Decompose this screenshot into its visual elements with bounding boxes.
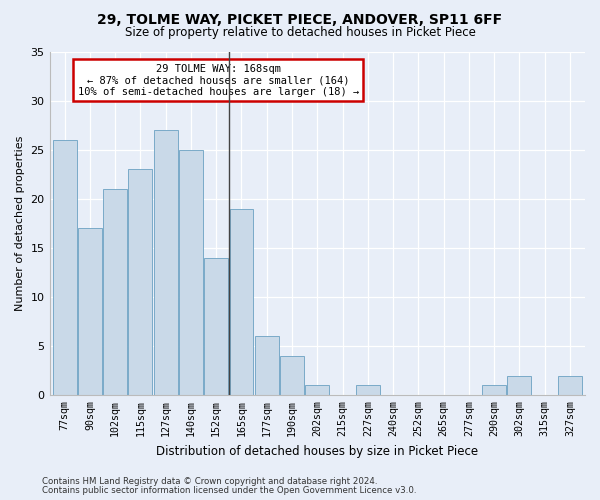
Text: 29, TOLME WAY, PICKET PIECE, ANDOVER, SP11 6FF: 29, TOLME WAY, PICKET PIECE, ANDOVER, SP… xyxy=(97,12,503,26)
X-axis label: Distribution of detached houses by size in Picket Piece: Distribution of detached houses by size … xyxy=(156,444,478,458)
Bar xyxy=(103,189,127,396)
Text: Contains HM Land Registry data © Crown copyright and database right 2024.: Contains HM Land Registry data © Crown c… xyxy=(42,477,377,486)
Bar xyxy=(305,386,329,396)
Y-axis label: Number of detached properties: Number of detached properties xyxy=(15,136,25,311)
Bar xyxy=(356,386,380,396)
Bar xyxy=(230,208,253,396)
Bar xyxy=(482,386,506,396)
Bar xyxy=(128,170,152,396)
Bar xyxy=(154,130,178,396)
Bar xyxy=(255,336,279,396)
Bar xyxy=(204,258,228,396)
Bar xyxy=(558,376,582,396)
Text: Size of property relative to detached houses in Picket Piece: Size of property relative to detached ho… xyxy=(125,26,475,39)
Bar xyxy=(508,376,532,396)
Bar xyxy=(53,140,77,396)
Text: 29 TOLME WAY: 168sqm
← 87% of detached houses are smaller (164)
10% of semi-deta: 29 TOLME WAY: 168sqm ← 87% of detached h… xyxy=(77,64,359,96)
Bar xyxy=(179,150,203,396)
Bar xyxy=(280,356,304,396)
Text: Contains public sector information licensed under the Open Government Licence v3: Contains public sector information licen… xyxy=(42,486,416,495)
Bar xyxy=(78,228,102,396)
